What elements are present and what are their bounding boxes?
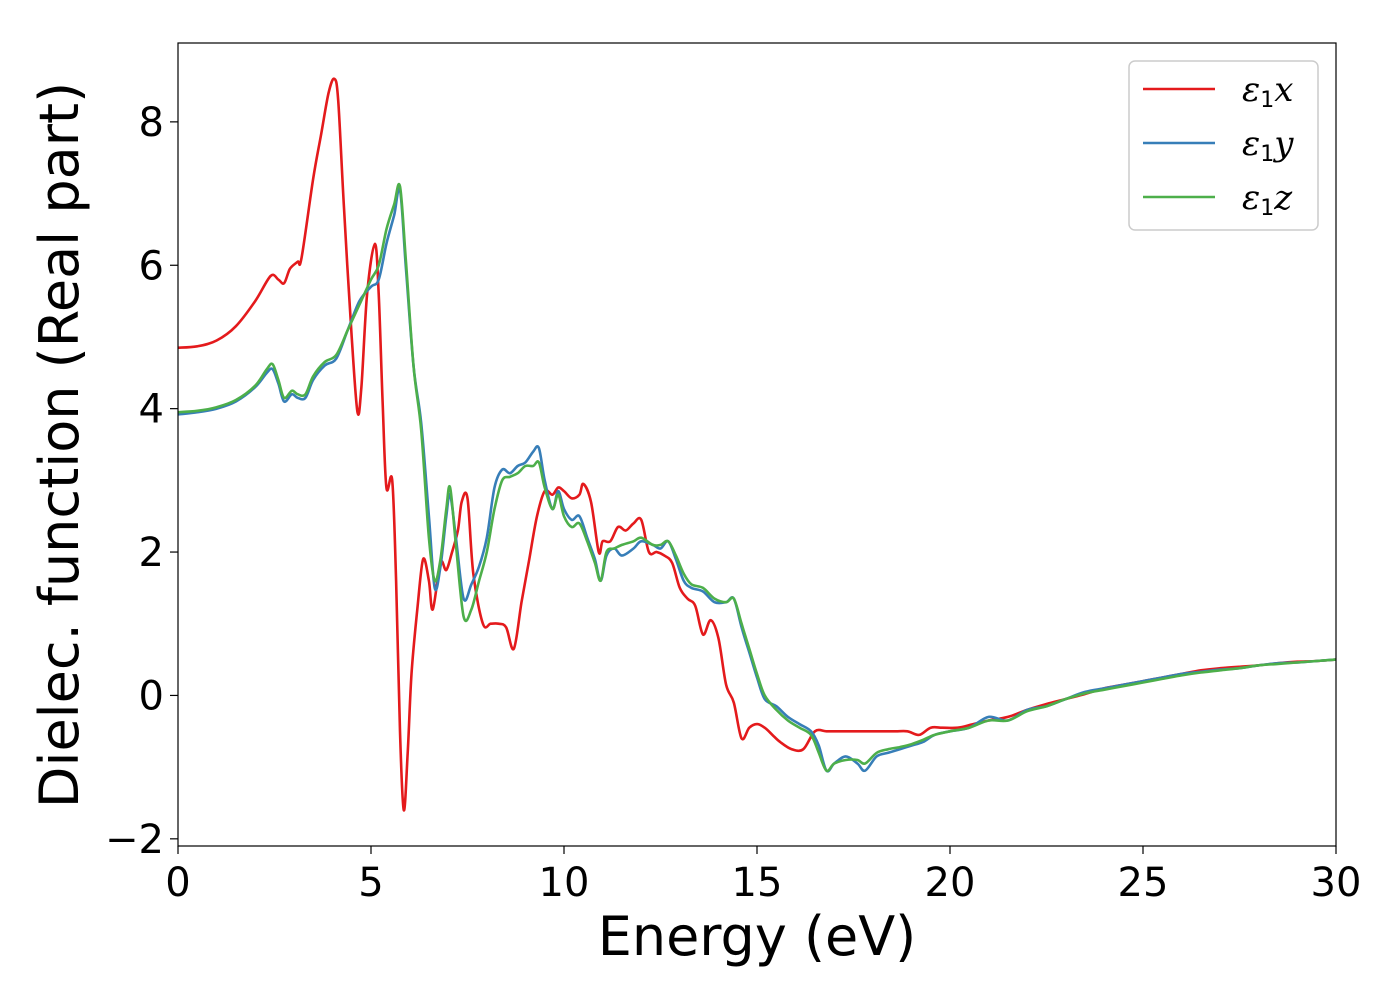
y-tick-label: 8 (139, 100, 164, 146)
x-tick-label: 20 (925, 860, 976, 906)
x-tick-label: 0 (165, 860, 190, 906)
series-line-eps1z (177, 182, 1337, 773)
series-line-eps1y (177, 186, 1337, 773)
y-tick-label: −2 (105, 817, 164, 863)
y-tick-label: 6 (139, 243, 164, 289)
x-axis-label: Energy (eV) (598, 905, 917, 968)
legend-label-eps1z: ε1z (1242, 178, 1293, 221)
x-tick-label: 5 (358, 860, 383, 906)
series-line-eps1x (177, 77, 1337, 812)
legend-box (1128, 60, 1319, 231)
y-axis-label: Dielec. function (Real part) (28, 82, 91, 808)
y-axis-ticks: −2 0 2 4 6 8 (105, 100, 178, 863)
series-layer (177, 77, 1337, 812)
legend: ε1x ε1y ε1z (1128, 60, 1319, 231)
y-tick-label: 2 (139, 530, 164, 576)
legend-label-eps1x: ε1x (1242, 70, 1293, 113)
legend-label-eps1y: ε1y (1242, 124, 1294, 167)
y-tick-label: 4 (139, 387, 164, 433)
x-tick-label: 25 (1118, 860, 1169, 906)
x-tick-label: 15 (732, 860, 783, 906)
x-tick-label: 10 (539, 860, 590, 906)
x-tick-label: 30 (1311, 860, 1362, 906)
x-axis-ticks: 0 5 10 15 20 25 30 (165, 846, 1361, 906)
y-tick-label: 0 (139, 673, 164, 719)
legend-entries: ε1x ε1y ε1z (1143, 70, 1294, 221)
